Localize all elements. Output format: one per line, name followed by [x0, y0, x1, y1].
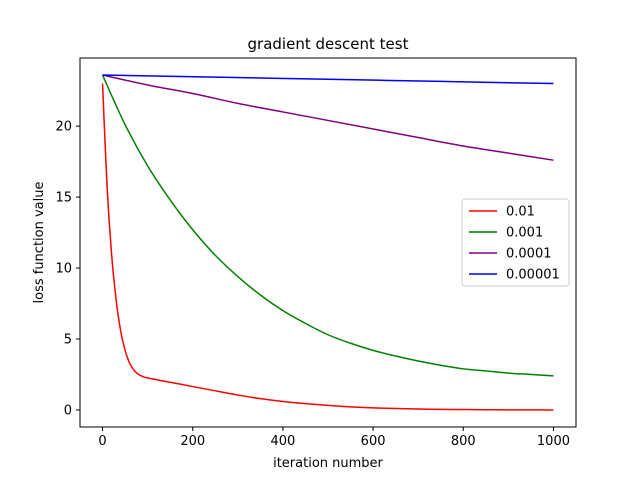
legend-label: 0.01 — [506, 205, 535, 220]
plot-lines — [101, 74, 554, 411]
x-axis-label: iteration number — [273, 456, 383, 471]
y-tick-label: 20 — [55, 120, 72, 135]
plot-frame — [79, 57, 577, 428]
x-tick-label: 600 — [361, 434, 386, 449]
x-tick-label: 800 — [451, 434, 476, 449]
legend: 0.01 0.001 0.0001 0.00001 — [461, 198, 570, 287]
legend-box — [461, 198, 570, 287]
legend-label: 0.00001 — [506, 268, 560, 283]
x-axis-ticks: 0 200 400 600 800 1000 — [98, 427, 570, 449]
series-line-3 — [102, 74, 554, 85]
y-tick-label: 0 — [64, 403, 72, 418]
series-line-0 — [101, 83, 554, 411]
chart-title: gradient descent test — [248, 35, 409, 53]
x-tick-label: 0 — [98, 434, 106, 449]
x-tick-label: 400 — [270, 434, 295, 449]
legend-label: 0.001 — [506, 226, 543, 241]
y-axis-ticks: 0 5 10 15 20 — [55, 120, 80, 418]
y-tick-label: 5 — [64, 333, 72, 348]
x-tick-label: 1000 — [537, 434, 570, 449]
series-line-1 — [101, 74, 554, 377]
legend-label: 0.0001 — [506, 247, 552, 262]
y-tick-label: 10 — [55, 262, 72, 277]
series-line-2 — [102, 74, 554, 161]
y-tick-label: 15 — [55, 191, 72, 206]
x-tick-label: 200 — [180, 434, 205, 449]
y-axis-label: loss function value — [32, 182, 47, 304]
